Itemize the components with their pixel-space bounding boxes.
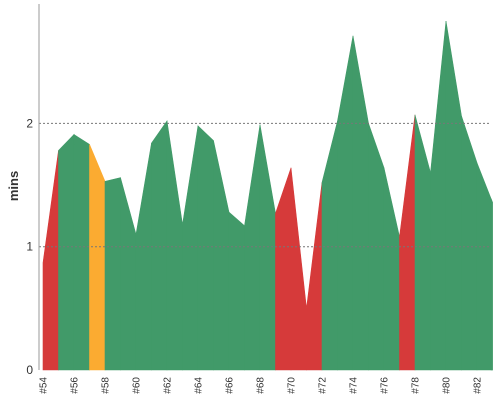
x-tick-labels: #54 #56 #58 #60 #62 #64 #66 #68 #70 #72 #74 #76 #78 #…	[39, 377, 484, 394]
y-tick-label: 2	[26, 116, 33, 130]
y-axis-label: mins	[6, 171, 21, 201]
area-segment	[383, 167, 400, 371]
area-segment	[414, 114, 431, 371]
x-tick-label: #72	[318, 377, 329, 394]
x-tick-label: #60	[132, 377, 143, 394]
area-segment	[445, 21, 462, 371]
x-tick-label: #58	[101, 377, 112, 394]
area-segment	[430, 21, 447, 371]
area-segment	[306, 182, 323, 371]
area-segment	[151, 119, 168, 371]
x-tick-label: #64	[194, 377, 205, 394]
area-segment	[135, 143, 152, 371]
area-segment	[182, 125, 199, 371]
area-segment	[259, 124, 276, 371]
x-tick-label: #54	[39, 377, 50, 394]
area-segment	[228, 211, 245, 371]
area-segment	[42, 150, 59, 371]
x-tick-label: #66	[225, 377, 236, 394]
x-tick-label: #74	[349, 377, 360, 394]
y-tick-label: 0	[26, 363, 33, 377]
y-tick-labels: 0 1 2	[26, 116, 33, 377]
area-segment	[490, 198, 493, 371]
x-tick-label: #56	[70, 377, 81, 394]
area-segment	[89, 144, 106, 371]
x-tick-label: #62	[163, 377, 174, 394]
area-segment	[399, 114, 416, 371]
area-segment	[166, 120, 183, 371]
x-tick-label: #82	[473, 377, 484, 394]
gridlines	[39, 122, 491, 248]
area-segment	[213, 140, 230, 371]
area-segment	[275, 167, 292, 371]
area-segment	[476, 162, 493, 371]
area-segment	[104, 177, 121, 371]
x-tick-label: #68	[256, 377, 267, 394]
area-segment	[290, 167, 307, 371]
area-segment	[244, 124, 261, 371]
area-segment	[337, 35, 354, 371]
x-tick-label: #80	[442, 377, 453, 394]
y-tick-label: 1	[26, 240, 33, 254]
x-tick-label: #78	[411, 377, 422, 394]
x-tick-label: #76	[380, 377, 391, 394]
area-segment	[58, 133, 75, 371]
area-segment	[461, 115, 478, 371]
area-segment	[352, 35, 369, 371]
area-series	[42, 21, 493, 371]
area-segment	[120, 177, 137, 371]
x-tick-label: #70	[287, 377, 298, 394]
area-segment	[73, 133, 90, 371]
area-segment	[321, 120, 338, 371]
area-segment	[197, 125, 214, 371]
